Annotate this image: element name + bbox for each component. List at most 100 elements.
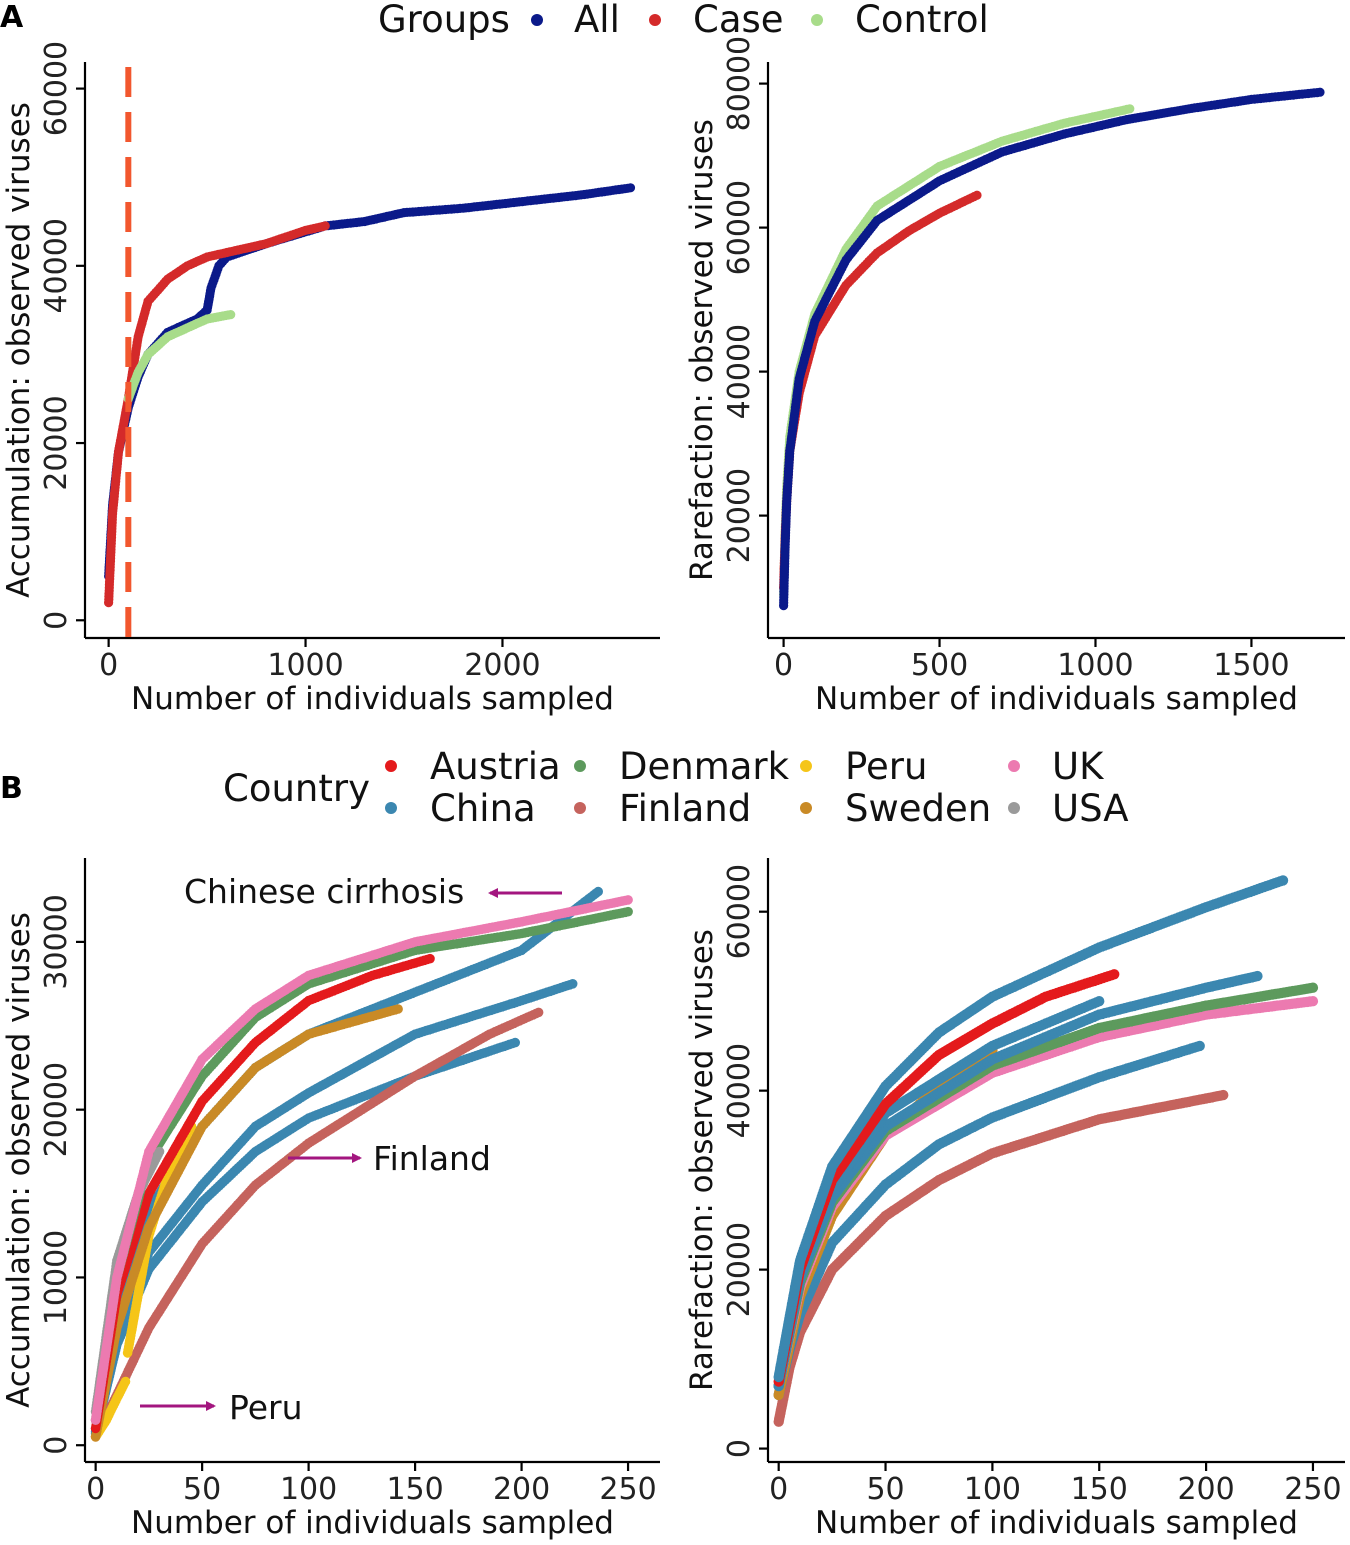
data-point	[1315, 87, 1325, 97]
x-tick-label: 1500	[1213, 648, 1289, 683]
x-axis-title: Number of individuals sampled	[131, 1505, 614, 1541]
series-china	[90, 1037, 520, 1439]
y-tick-label: 40000	[722, 1043, 757, 1138]
legend-dot-denmark	[574, 760, 586, 772]
x-tick-label: 50	[183, 1472, 221, 1507]
legend-dot-uk	[1008, 760, 1020, 772]
x-tick-label: 250	[1284, 1472, 1341, 1507]
x-tick-label: 0	[99, 648, 118, 683]
y-axis-title: Accumulation: observed viruses	[1, 912, 37, 1408]
legend-dot-china	[385, 802, 397, 814]
series-all	[779, 87, 1325, 611]
legend-country: Country Austria China Denmark Finland Pe…	[223, 745, 1129, 830]
y-tick-label: 60000	[722, 180, 757, 275]
x-tick-label: 2000	[464, 648, 540, 683]
legend-label-all: All	[574, 0, 620, 41]
data-point	[1307, 996, 1319, 1007]
y-tick-label: 0	[722, 1439, 757, 1458]
x-tick-label: 1000	[1057, 648, 1133, 683]
x-tick-label: 150	[386, 1472, 443, 1507]
legend-label-china: China	[430, 787, 536, 830]
y-axis-title: Rarefaction: observed viruses	[684, 119, 720, 581]
legend-dot-usa	[1008, 802, 1020, 814]
panel-label-b: B	[0, 771, 23, 806]
x-axis-title: Number of individuals sampled	[131, 681, 614, 717]
x-tick-label: 200	[1177, 1472, 1234, 1507]
series-case	[104, 221, 330, 608]
data-point	[1194, 1040, 1205, 1052]
data-point	[120, 1376, 131, 1387]
y-tick-label: 40000	[39, 218, 74, 313]
x-axis-title: Number of individuals sampled	[815, 1505, 1298, 1541]
legend-label-usa: USA	[1052, 787, 1129, 830]
x-tick-label: 1000	[267, 648, 343, 683]
legend-groups: Groups All Case Control	[378, 0, 989, 41]
y-tick-label: 80000	[722, 36, 757, 131]
legend-dot-all	[531, 14, 543, 26]
y-tick-label: 20000	[39, 1062, 74, 1157]
data-point	[623, 906, 633, 917]
data-point	[1307, 982, 1319, 993]
series-control	[779, 104, 1135, 600]
legend-dot-control	[811, 14, 823, 26]
legend-country-title: Country	[223, 767, 370, 810]
y-tick-label: 60000	[39, 41, 74, 136]
data-point	[972, 190, 982, 200]
chart-b-rarefaction: 0 50 100 150 200 250 0 20000 40000 60000 Number of…	[684, 858, 1345, 1541]
legend-dot-finland	[574, 802, 586, 814]
x-tick-label: 200	[493, 1472, 550, 1507]
legend-dot-sweden	[800, 802, 812, 814]
data-point	[625, 183, 636, 193]
data-point	[1218, 1089, 1229, 1101]
legend-label-sweden: Sweden	[845, 787, 991, 830]
legend-label-case: Case	[693, 0, 784, 41]
x-tick-label: 0	[769, 1472, 788, 1507]
data-point	[393, 1004, 403, 1014]
y-axis-title: Rarefaction: observed viruses	[684, 929, 720, 1391]
legend-dot-peru	[800, 760, 812, 772]
y-axis-title: Accumulation: observed viruses	[1, 102, 37, 598]
y-tick-label: 0	[39, 611, 74, 630]
y-tick-label: 60000	[722, 864, 757, 959]
panel-label-a: A	[0, 0, 24, 35]
y-tick-label: 20000	[722, 1222, 757, 1317]
x-tick-label: 150	[1071, 1472, 1128, 1507]
legend-label-control: Control	[855, 0, 989, 41]
series-case	[779, 190, 982, 593]
x-tick-label: 250	[599, 1472, 656, 1507]
legend-dot-case	[649, 14, 661, 26]
legend-label-uk: UK	[1052, 745, 1105, 788]
data-point	[226, 310, 236, 320]
y-tick-label: 0	[39, 1436, 74, 1455]
data-point	[623, 895, 633, 905]
x-axis-title: Number of individuals sampled	[815, 681, 1298, 717]
y-tick-label: 20000	[39, 395, 74, 490]
x-tick-label: 100	[280, 1472, 337, 1507]
legend-label-denmark: Denmark	[619, 745, 790, 788]
data-point	[567, 979, 578, 989]
x-tick-label: 50	[866, 1472, 904, 1507]
series-all	[104, 183, 636, 581]
x-tick-label: 0	[86, 1472, 105, 1507]
data-point	[1125, 104, 1135, 114]
y-tick-label: 30000	[39, 894, 74, 989]
data-point	[425, 953, 435, 964]
data-point	[320, 221, 330, 231]
x-tick-label: 100	[964, 1472, 1021, 1507]
data-point	[1094, 996, 1105, 1007]
series-finland	[90, 1007, 544, 1442]
legend-label-austria: Austria	[430, 745, 561, 788]
legend-label-peru: Peru	[845, 745, 927, 788]
series-finland	[773, 1089, 1229, 1427]
data-point	[510, 1037, 520, 1048]
series-uk	[773, 996, 1319, 1392]
legend-label-finland: Finland	[619, 787, 751, 830]
legend-dot-austria	[385, 760, 397, 772]
y-tick-label: 20000	[722, 468, 757, 563]
data-point	[533, 1007, 544, 1018]
y-tick-label: 40000	[722, 324, 757, 419]
x-tick-label: 0	[774, 648, 793, 683]
